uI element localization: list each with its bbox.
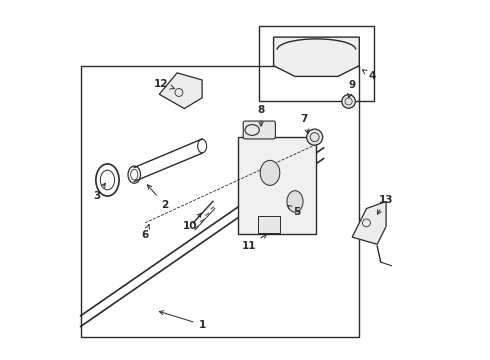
Text: 8: 8 — [257, 105, 265, 126]
Ellipse shape — [307, 129, 323, 145]
Text: 5: 5 — [288, 206, 300, 217]
FancyBboxPatch shape — [258, 216, 280, 233]
Text: 4: 4 — [363, 70, 375, 81]
Polygon shape — [273, 37, 359, 76]
Ellipse shape — [342, 95, 355, 108]
Polygon shape — [352, 202, 386, 244]
Text: 3: 3 — [93, 183, 105, 201]
Text: 1: 1 — [159, 311, 206, 330]
Text: 2: 2 — [147, 185, 168, 210]
Text: 10: 10 — [182, 213, 201, 231]
Text: 9: 9 — [348, 80, 356, 98]
Polygon shape — [159, 73, 202, 109]
Text: 11: 11 — [241, 234, 267, 251]
Text: 12: 12 — [154, 78, 174, 89]
FancyBboxPatch shape — [243, 121, 275, 139]
Text: 13: 13 — [377, 195, 393, 214]
Ellipse shape — [260, 160, 280, 185]
Polygon shape — [238, 137, 317, 234]
Ellipse shape — [287, 191, 303, 212]
Text: 7: 7 — [300, 114, 309, 134]
Text: 6: 6 — [141, 225, 149, 240]
Ellipse shape — [245, 125, 259, 135]
